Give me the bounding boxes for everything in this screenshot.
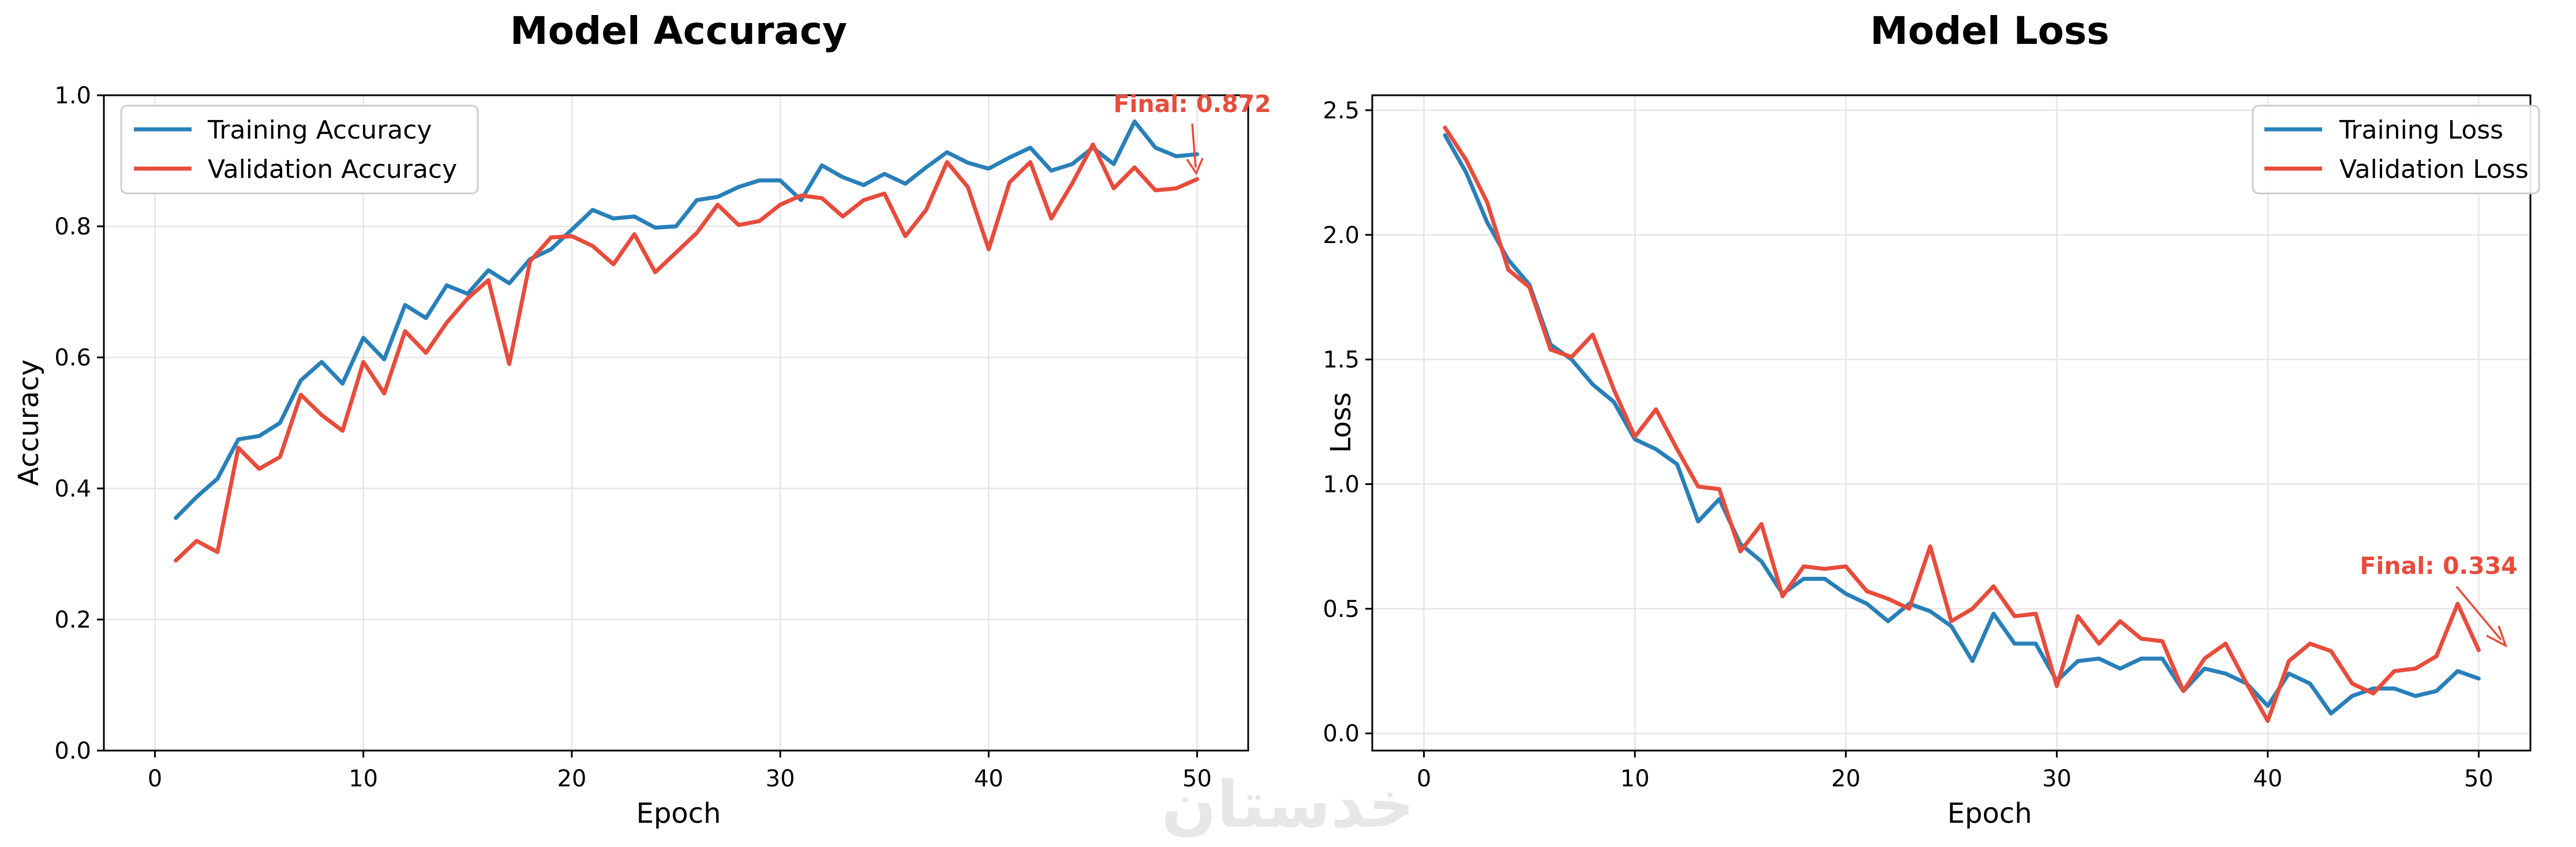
loss-y-tick-label: 1.0 — [1323, 471, 1360, 498]
accuracy-y-tick-label: 0.6 — [54, 345, 91, 371]
accuracy-annotation-arrowhead — [1186, 158, 1204, 176]
loss-annotation-arrow — [2455, 585, 2502, 641]
accuracy-x-tick-label: 50 — [1182, 766, 1212, 792]
accuracy-final-annotation: Final: 0.872 — [1113, 90, 1271, 118]
accuracy-x-axis-label: Epoch — [636, 797, 721, 830]
accuracy-annotation-arrow — [1191, 123, 1197, 168]
legend-training-loss-label: Training Loss — [2339, 115, 2503, 145]
legend-validation-accuracy-label: Validation Accuracy — [208, 155, 457, 184]
accuracy-y-tick-label: 1.0 — [54, 83, 91, 109]
loss-chart-title: Model Loss — [1870, 9, 2110, 53]
validation-accuracy-line — [174, 142, 1199, 563]
loss-x-tick-label: 0 — [1417, 766, 1431, 792]
loss-y-tick-label: 2.0 — [1323, 222, 1360, 249]
loss-plot-frame — [1371, 94, 2532, 752]
accuracy-x-tick-label: 30 — [766, 766, 795, 792]
accuracy-y-axis-label: Accuracy — [13, 359, 45, 486]
loss-y-tick-label: 1.5 — [1323, 347, 1360, 374]
accuracy-series — [174, 119, 1199, 563]
loss-x-tick-label: 10 — [1620, 766, 1650, 792]
accuracy-legend: Training Accuracy Validation Accuracy — [120, 105, 479, 195]
accuracy-x-tick-label: 20 — [557, 766, 586, 792]
loss-series — [1443, 125, 2481, 723]
loss-legend-box — [2252, 105, 2540, 195]
legend-validation-loss-label: Validation Loss — [2339, 155, 2529, 184]
accuracy-ticks: 0 10 20 30 40 50 0.0 0.2 0.4 0.6 0.8 1.0 — [54, 83, 1212, 792]
legend-training-accuracy-label: Training Accuracy — [207, 115, 432, 145]
loss-x-tick-label: 20 — [1831, 766, 1860, 792]
accuracy-plot-frame — [103, 94, 1249, 752]
watermark: خدستان — [1162, 767, 1415, 842]
loss-x-tick-label: 50 — [2464, 766, 2493, 792]
loss-x-tick-label: 40 — [2253, 766, 2282, 792]
loss-panel: Model Loss 0 10 20 30 40 50 0.0 0.5 1.0 1.5 2.0 2.5… — [1323, 9, 2540, 830]
accuracy-y-tick-label: 0.8 — [54, 214, 91, 240]
loss-x-tick-label: 30 — [2042, 766, 2072, 792]
loss-annotation-arrowhead — [2486, 625, 2508, 648]
loss-grid — [1372, 95, 2530, 751]
accuracy-legend-box — [120, 105, 479, 195]
accuracy-panel: Model Accuracy 0 10 20 30 40 50 0.0 0.2 0.4 0.6 0.… — [13, 9, 1271, 830]
loss-y-axis-label: Loss — [1325, 392, 1357, 453]
loss-final-annotation: Final: 0.334 — [2360, 552, 2517, 580]
training-loss-line — [1443, 133, 2481, 716]
accuracy-y-tick-label: 0.2 — [54, 607, 91, 633]
validation-loss-line — [1443, 125, 2481, 723]
loss-legend: Training Loss Validation Loss — [2252, 105, 2540, 195]
accuracy-chart-title: Model Accuracy — [510, 9, 847, 53]
accuracy-x-tick-label: 0 — [148, 766, 162, 792]
loss-ticks: 0 10 20 30 40 50 0.0 0.5 1.0 1.5 2.0 2.5 — [1323, 98, 2493, 792]
loss-y-tick-label: 0.5 — [1323, 596, 1360, 622]
training-accuracy-line — [174, 119, 1199, 520]
accuracy-x-tick-label: 40 — [974, 766, 1004, 792]
loss-x-axis-label: Epoch — [1948, 797, 2032, 830]
loss-y-tick-label: 0.0 — [1323, 721, 1360, 747]
accuracy-y-tick-label: 0.0 — [54, 738, 91, 764]
loss-y-tick-label: 2.5 — [1323, 98, 1360, 124]
accuracy-y-tick-label: 0.4 — [54, 476, 91, 502]
accuracy-x-tick-label: 10 — [349, 766, 378, 792]
